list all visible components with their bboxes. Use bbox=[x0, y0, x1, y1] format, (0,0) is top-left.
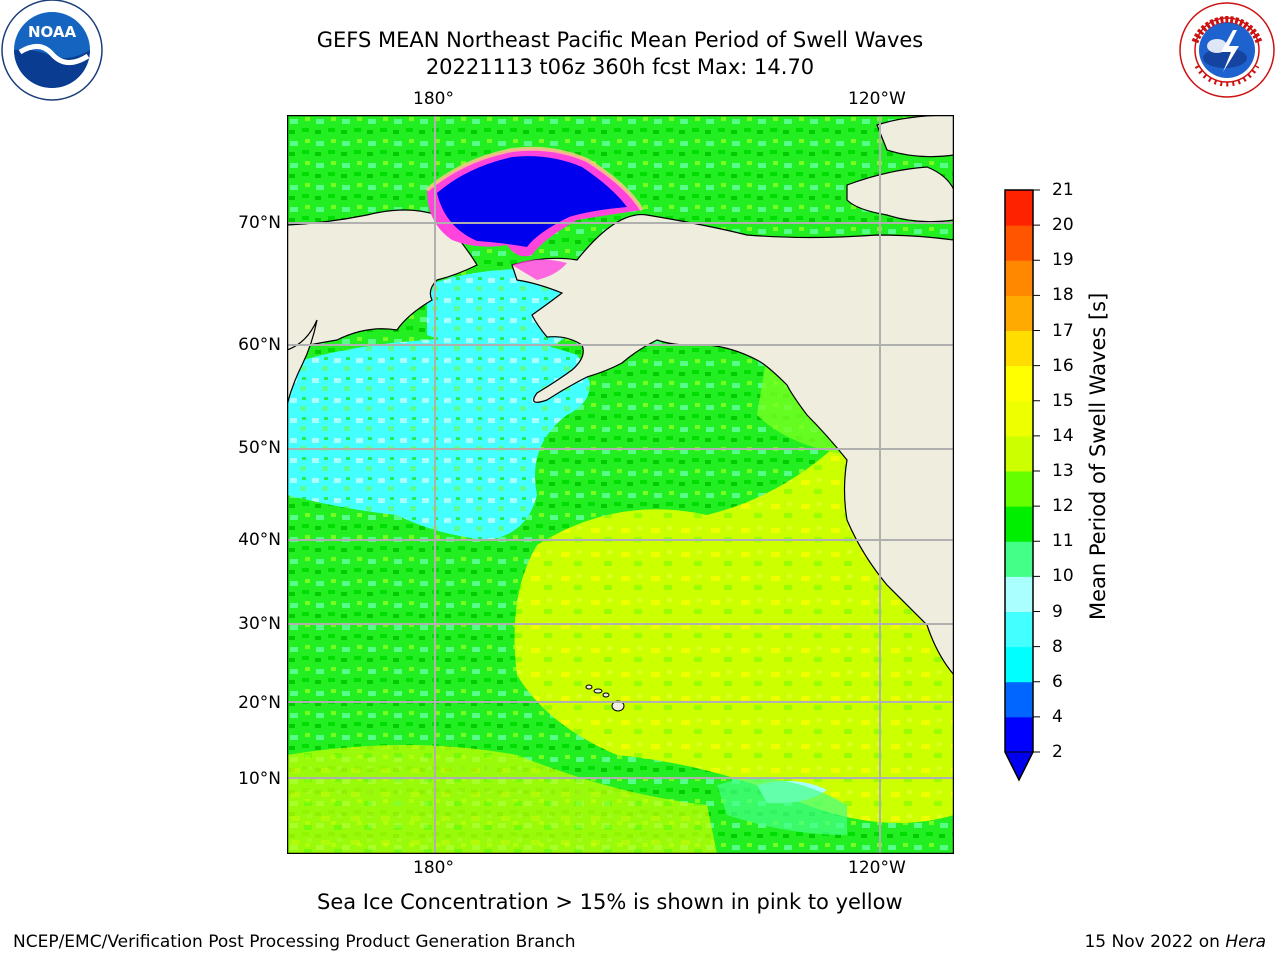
colorbar-segment bbox=[1005, 225, 1033, 261]
lat-label-40n: 40°N bbox=[238, 530, 281, 550]
colorbar-tick-label: 18 bbox=[1052, 285, 1074, 306]
footer-date: 15 Nov 2022 on Hera bbox=[1084, 932, 1266, 952]
colorbar-tick-label: 16 bbox=[1052, 355, 1074, 376]
colorbar-tick-label: 8 bbox=[1052, 636, 1063, 657]
colorbar-segment bbox=[1005, 400, 1033, 437]
colorbar-tick-label: 6 bbox=[1052, 671, 1063, 692]
colorbar-tick-label: 13 bbox=[1052, 461, 1074, 481]
land-kamchatka bbox=[287, 319, 318, 406]
colorbar-segment bbox=[1005, 576, 1033, 612]
colorbar-segment bbox=[1005, 295, 1033, 331]
colorbar-segment bbox=[1005, 435, 1033, 472]
colorbar-tick-label: 14 bbox=[1052, 425, 1074, 446]
noaa-logo-text: NOAA bbox=[28, 23, 77, 41]
lat-label-70n: 70°N bbox=[238, 213, 281, 233]
footer-branch: NCEP/EMC/Verification Post Processing Pr… bbox=[13, 932, 576, 952]
colorbar-tick-label: 19 bbox=[1052, 250, 1074, 271]
colorbar-segment bbox=[1005, 260, 1033, 296]
land-arctic-islands-2 bbox=[876, 115, 954, 158]
lat-label-50n: 50°N bbox=[238, 438, 281, 458]
noaa-logo: NOAA bbox=[0, 0, 105, 105]
colorbar-segment bbox=[1005, 365, 1033, 402]
footer-date-text: 15 Nov 2022 on bbox=[1084, 932, 1226, 952]
hudson-ice-edge bbox=[512, 259, 567, 280]
colorbar-segment bbox=[1005, 471, 1033, 507]
swell-region-short bbox=[287, 337, 590, 540]
colorbar-under-arrow bbox=[1004, 751, 1034, 782]
sea-ice-core bbox=[437, 156, 627, 247]
lon-label-bottom-120w: 120°W bbox=[848, 858, 906, 878]
colorbar-tick-label: 9 bbox=[1052, 601, 1063, 622]
colorbar-tick-label: 15 bbox=[1052, 390, 1074, 411]
lat-label-10n: 10°N bbox=[238, 769, 281, 789]
lat-label-60n: 60°N bbox=[238, 335, 281, 355]
colorbar-tick-label: 12 bbox=[1052, 496, 1074, 517]
sea-ice-fringe bbox=[425, 146, 644, 212]
swell-region-long bbox=[514, 415, 954, 823]
colorbar-title: Mean Period of Swell Waves [s] bbox=[1086, 292, 1110, 620]
land-north-america bbox=[511, 213, 954, 676]
map-panel bbox=[287, 115, 954, 854]
nws-logo bbox=[1175, 0, 1280, 100]
lon-label-top-180: 180° bbox=[413, 89, 454, 109]
colorbar-segment bbox=[1005, 541, 1033, 577]
colorbar-segment bbox=[1005, 190, 1033, 226]
colorbar-tick-label: 17 bbox=[1052, 320, 1074, 341]
green-patch-se bbox=[717, 778, 847, 835]
colorbar bbox=[1000, 185, 1040, 785]
lat-label-20n: 20°N bbox=[238, 693, 281, 713]
chart-title: GEFS MEAN Northeast Pacific Mean Period … bbox=[316, 28, 924, 52]
colorbar-tick-label: 21 bbox=[1052, 180, 1074, 200]
lat-label-30n: 30°N bbox=[238, 614, 281, 634]
chart-subtitle: 20221113 t06z 360h fcst Max: 14.70 bbox=[425, 55, 815, 79]
sea-ice-note: Sea Ice Concentration > 15% is shown in … bbox=[317, 890, 903, 914]
lon-label-bottom-180: 180° bbox=[413, 858, 454, 878]
colorbar-segment bbox=[1005, 681, 1033, 718]
swell-region-long-south bbox=[287, 745, 717, 854]
footer-host: Hera bbox=[1225, 932, 1266, 952]
colorbar-tick-label: 2 bbox=[1052, 742, 1063, 762]
colorbar-tick-label: 10 bbox=[1052, 566, 1074, 587]
colorbar-tick-label: 4 bbox=[1052, 706, 1063, 727]
land-arctic-islands bbox=[846, 166, 954, 223]
lon-label-top-120w: 120°W bbox=[848, 89, 906, 109]
colorbar-tick-label: 20 bbox=[1052, 215, 1074, 236]
colorbar-tick-label: 11 bbox=[1052, 531, 1074, 552]
hawaii-islands bbox=[585, 684, 625, 712]
colorbar-segment bbox=[1005, 646, 1033, 683]
colorbar-segment bbox=[1005, 330, 1033, 367]
colorbar-segment bbox=[1005, 611, 1033, 648]
land-asia bbox=[287, 209, 478, 351]
colorbar-segment bbox=[1005, 506, 1033, 542]
graticule bbox=[287, 115, 954, 854]
colorbar-segment bbox=[1005, 716, 1033, 753]
